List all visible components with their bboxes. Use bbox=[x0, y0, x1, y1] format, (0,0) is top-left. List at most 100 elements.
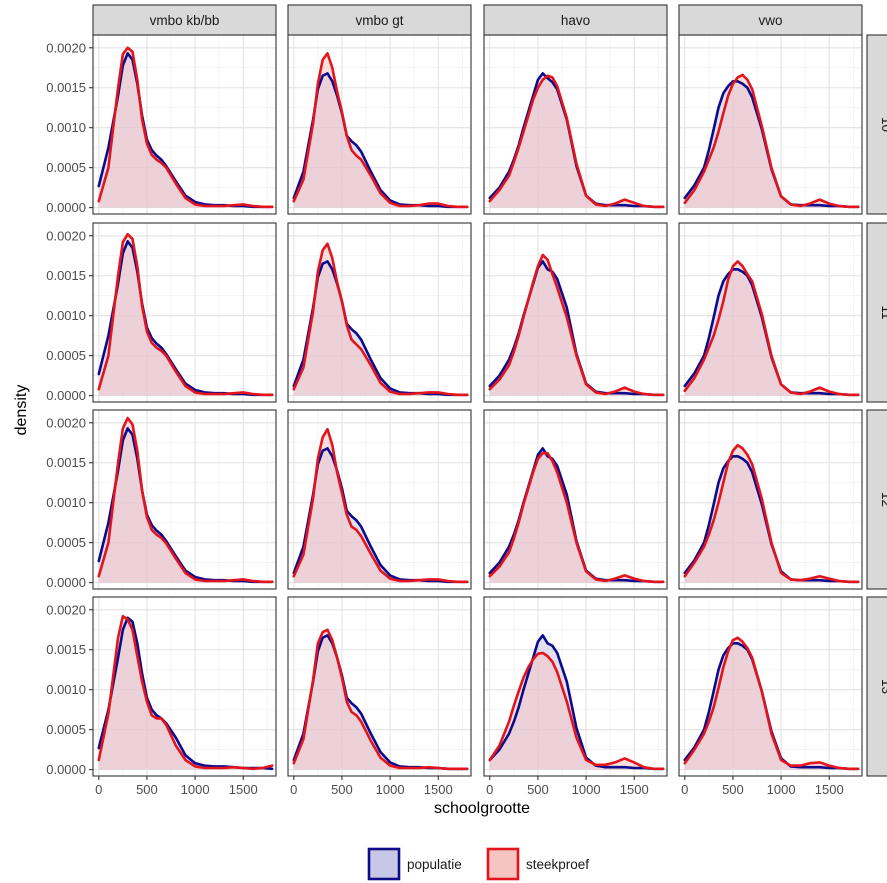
x-tick-label: 500 bbox=[331, 782, 353, 797]
column-strip-label: vmbo gt bbox=[355, 13, 403, 28]
y-tick-label: 0.0010 bbox=[46, 308, 86, 323]
strip-background bbox=[866, 596, 887, 777]
panel-border bbox=[287, 222, 472, 403]
density-line-steekproef bbox=[488, 651, 665, 771]
y-tick-label: 0.0000 bbox=[46, 388, 86, 403]
row-strip-11: 11 bbox=[866, 222, 887, 403]
density-area-steekproef bbox=[684, 445, 859, 583]
strip-background bbox=[678, 4, 863, 36]
y-tick-label: 0.0000 bbox=[46, 762, 86, 777]
legend-item-steekproef: steekproef bbox=[486, 847, 589, 881]
strip-background bbox=[483, 4, 668, 36]
x-tick-label: 1000 bbox=[572, 782, 601, 797]
panel-12-vmbo-kb-bb bbox=[92, 409, 277, 590]
density-line-steekproef bbox=[683, 73, 860, 209]
y-tick-label: 0.0020 bbox=[46, 415, 86, 430]
panel-11-vmbo-gt bbox=[287, 222, 472, 403]
density-area-steekproef bbox=[684, 74, 859, 208]
density-area-steekproef bbox=[684, 261, 859, 396]
panel-13-vmbo-gt bbox=[287, 596, 472, 777]
panel-10-havo bbox=[483, 34, 668, 215]
x-tick-label: 0 bbox=[290, 782, 297, 797]
legend-key bbox=[486, 847, 520, 881]
density-line-steekproef bbox=[488, 74, 665, 209]
y-tick-label: 0.0020 bbox=[46, 228, 86, 243]
density-area-steekproef bbox=[489, 652, 664, 770]
density-line-steekproef bbox=[97, 46, 274, 209]
legend-label: populatie bbox=[407, 857, 462, 872]
column-strip-vmbo-kb-bb: vmbo kb/bb bbox=[92, 4, 277, 36]
panel-border bbox=[287, 409, 472, 590]
facet-panels bbox=[92, 34, 863, 777]
column-strip-label: vmbo kb/bb bbox=[150, 13, 220, 28]
density-line-steekproef bbox=[97, 232, 274, 397]
panel-border bbox=[483, 596, 668, 777]
y-tick-label: 0.0015 bbox=[46, 268, 86, 283]
density-area-steekproef bbox=[489, 453, 664, 583]
y-tick-label: 0.0005 bbox=[46, 348, 86, 363]
x-tick-label: 1000 bbox=[376, 782, 405, 797]
legend: populatie steekproef bbox=[367, 847, 589, 881]
density-area-steekproef bbox=[293, 429, 468, 583]
y-tick-label: 0.0015 bbox=[46, 642, 86, 657]
panel-11-havo bbox=[483, 222, 668, 403]
x-tick-label: 1500 bbox=[229, 782, 258, 797]
panel-13-vmbo-kb-bb bbox=[92, 596, 277, 777]
x-tick-label: 1500 bbox=[620, 782, 649, 797]
density-line-steekproef bbox=[683, 636, 860, 771]
density-line-populatie bbox=[683, 455, 860, 584]
y-tick-label: 0.0005 bbox=[46, 722, 86, 737]
y-tick-label: 0.0005 bbox=[46, 160, 86, 175]
strip-background bbox=[92, 4, 277, 36]
row-strip-label: 10 bbox=[879, 117, 887, 132]
row-strip-12: 12 bbox=[866, 409, 887, 590]
density-line-steekproef bbox=[292, 427, 469, 584]
panel-12-vwo bbox=[678, 409, 863, 590]
density-line-steekproef bbox=[292, 52, 469, 209]
y-axes: 0.0000 0.0005 0.0010 0.0015 0.0020 0.0000 0.00… bbox=[46, 40, 93, 777]
density-line-steekproef bbox=[97, 416, 274, 584]
x-axis: 0 500 1000 1500 bbox=[681, 776, 844, 797]
legend-item-populatie: populatie bbox=[367, 847, 462, 881]
panel-border bbox=[483, 222, 668, 403]
density-area-steekproef bbox=[489, 75, 664, 208]
y-tick-label: 0.0000 bbox=[46, 575, 86, 590]
legend-key bbox=[367, 847, 401, 881]
x-axis: 0 500 1000 1500 bbox=[486, 776, 649, 797]
density-line-steekproef bbox=[683, 443, 860, 584]
density-area-steekproef bbox=[489, 254, 664, 396]
legend-label: steekproef bbox=[526, 857, 589, 872]
density-area-steekproef bbox=[293, 629, 468, 770]
y-tick-label: 0.0010 bbox=[46, 120, 86, 135]
x-axis-title: schoolgrootte bbox=[434, 800, 530, 817]
strip-background bbox=[866, 222, 887, 403]
y-tick-label: 0.0010 bbox=[46, 495, 86, 510]
density-area-steekproef bbox=[98, 616, 273, 770]
column-strip-havo: havo bbox=[483, 4, 668, 36]
panel-border bbox=[92, 222, 277, 403]
x-tick-label: 1000 bbox=[767, 782, 796, 797]
row-facet-strips: 10 11 12 13 bbox=[866, 34, 887, 777]
row-strip-13: 13 bbox=[866, 596, 887, 777]
density-line-steekproef bbox=[488, 451, 665, 584]
x-tick-label: 1500 bbox=[424, 782, 453, 797]
x-axis: 0 500 1000 1500 bbox=[95, 776, 258, 797]
density-line-populatie bbox=[488, 634, 665, 771]
panel-11-vmbo-kb-bb bbox=[92, 222, 277, 403]
y-axis-title: density bbox=[13, 385, 30, 436]
row-strip-label: 12 bbox=[879, 492, 887, 507]
strip-background bbox=[866, 409, 887, 590]
panel-border bbox=[92, 409, 277, 590]
density-area-steekproef bbox=[98, 234, 273, 396]
density-line-populatie bbox=[683, 80, 860, 209]
panel-border bbox=[92, 596, 277, 777]
column-strip-label: vwo bbox=[758, 13, 782, 28]
density-area-steekproef bbox=[293, 243, 468, 396]
density-line-steekproef bbox=[97, 614, 274, 771]
panel-10-vmbo-kb-bb bbox=[92, 34, 277, 215]
y-axis: 0.0000 0.0005 0.0010 0.0015 0.0020 bbox=[46, 40, 93, 215]
density-line-steekproef bbox=[683, 260, 860, 397]
row-strip-label: 13 bbox=[879, 679, 887, 694]
panel-10-vwo bbox=[678, 34, 863, 215]
x-tick-label: 0 bbox=[486, 782, 493, 797]
